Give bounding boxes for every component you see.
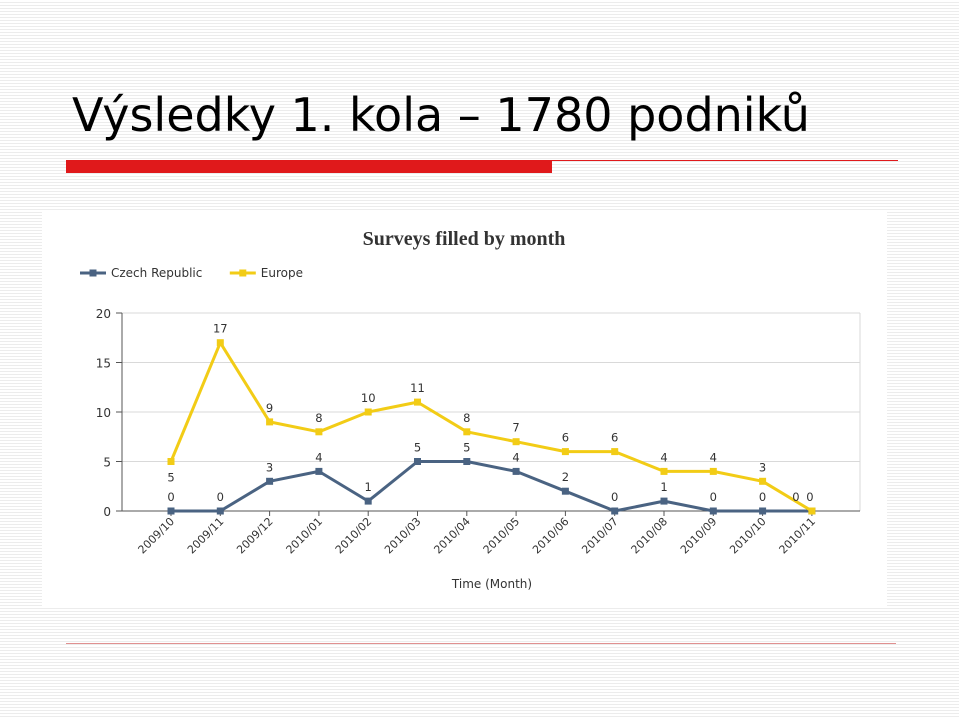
series-0 bbox=[167, 458, 816, 515]
data-point bbox=[266, 418, 274, 426]
data-point bbox=[364, 497, 372, 505]
data-point bbox=[611, 507, 619, 515]
legend-item-0: Czech Republic bbox=[80, 266, 202, 280]
x-tick-label: 2010/08 bbox=[629, 515, 671, 557]
data-point bbox=[364, 408, 372, 416]
data-point bbox=[660, 497, 668, 505]
line-chart: Surveys filled by month Czech Republic Eu… bbox=[80, 228, 861, 591]
data-point bbox=[167, 458, 175, 465]
data-label: 0 bbox=[806, 490, 813, 504]
chart-series bbox=[167, 339, 816, 515]
data-point bbox=[709, 507, 717, 515]
data-label: 1 bbox=[660, 480, 667, 494]
x-tick-label: 2010/11 bbox=[777, 515, 819, 557]
data-label: 8 bbox=[463, 411, 470, 425]
data-label: 0 bbox=[710, 490, 717, 504]
data-label: 0 bbox=[792, 490, 799, 504]
slide-title: Výsledky 1. kola – 1780 podniků bbox=[72, 88, 810, 142]
y-tick-label: 5 bbox=[103, 456, 111, 470]
x-tick-label: 2010/02 bbox=[333, 515, 375, 557]
title-underline-accent bbox=[66, 160, 552, 173]
x-tick-label: 2010/04 bbox=[431, 515, 473, 557]
data-label: 10 bbox=[361, 391, 376, 405]
series-1 bbox=[167, 339, 816, 515]
x-axis-label: Time (Month) bbox=[451, 577, 532, 591]
data-point bbox=[216, 507, 224, 515]
x-tick-label: 2010/03 bbox=[382, 515, 424, 557]
data-point bbox=[315, 467, 323, 475]
chart-legend: Czech Republic Europe bbox=[80, 266, 303, 280]
data-label: 8 bbox=[315, 411, 322, 425]
data-label: 0 bbox=[611, 490, 618, 504]
x-tick-label: 2010/01 bbox=[284, 515, 326, 557]
legend-swatch-marker bbox=[239, 269, 247, 277]
data-point bbox=[463, 428, 471, 436]
x-tick-label: 2009/12 bbox=[234, 515, 276, 557]
data-label: 9 bbox=[266, 401, 273, 415]
title-underline-line bbox=[552, 160, 898, 161]
y-tick-label: 0 bbox=[103, 505, 111, 519]
data-point bbox=[561, 448, 569, 456]
data-point bbox=[759, 477, 767, 485]
data-label: 0 bbox=[759, 490, 766, 504]
data-label: 17 bbox=[213, 322, 228, 336]
legend-item-1: Europe bbox=[229, 266, 303, 280]
x-tick-label: 2010/09 bbox=[678, 515, 720, 557]
data-point bbox=[414, 398, 421, 406]
data-label: 5 bbox=[463, 441, 470, 455]
data-label: 6 bbox=[562, 431, 569, 445]
data-point bbox=[315, 428, 323, 436]
x-tick-label: 2010/10 bbox=[727, 515, 769, 557]
x-axis: 2009/10 2009/11 2009/12 2010/01 2010/02 2010/… bbox=[122, 510, 860, 557]
legend-label: Europe bbox=[261, 266, 303, 280]
data-label: 4 bbox=[710, 450, 717, 464]
x-tick-label: 2009/11 bbox=[185, 515, 227, 557]
data-label: 7 bbox=[512, 421, 519, 435]
data-label: 3 bbox=[759, 460, 766, 474]
y-axis: 0 5 10 15 20 bbox=[96, 307, 123, 519]
data-label: 0 bbox=[217, 490, 224, 504]
chart-title: Surveys filled by month bbox=[363, 228, 566, 250]
data-point bbox=[512, 467, 520, 475]
x-tick-label: 2010/07 bbox=[579, 515, 621, 557]
x-tick-label: 2009/10 bbox=[136, 515, 178, 557]
legend-label: Czech Republic bbox=[111, 266, 202, 280]
y-tick-label: 15 bbox=[96, 357, 111, 371]
data-point bbox=[512, 438, 520, 446]
data-point bbox=[216, 339, 224, 347]
data-label: 0 bbox=[167, 490, 174, 504]
y-tick-label: 10 bbox=[96, 406, 111, 420]
data-point bbox=[709, 467, 717, 475]
data-point bbox=[660, 467, 668, 475]
data-label: 5 bbox=[414, 441, 421, 455]
series-line bbox=[169, 341, 813, 513]
y-tick-label: 20 bbox=[96, 307, 111, 321]
data-label: 5 bbox=[167, 471, 174, 485]
legend-swatch-marker bbox=[89, 269, 97, 277]
data-point bbox=[611, 448, 619, 456]
data-label: 3 bbox=[266, 460, 273, 474]
data-label: 11 bbox=[410, 381, 425, 395]
data-label: 1 bbox=[365, 480, 372, 494]
data-label: 2 bbox=[562, 470, 569, 484]
data-label: 4 bbox=[315, 450, 322, 464]
data-label: 6 bbox=[611, 431, 618, 445]
data-point bbox=[266, 477, 274, 485]
chart-panel: Surveys filled by month Czech Republic Eu… bbox=[42, 212, 887, 608]
x-tick-label: 2010/06 bbox=[530, 515, 572, 557]
data-point bbox=[167, 507, 175, 515]
data-point bbox=[808, 507, 816, 515]
data-point bbox=[414, 458, 421, 465]
chart-gridlines bbox=[122, 312, 861, 512]
data-point bbox=[463, 458, 471, 465]
x-tick-label: 2010/05 bbox=[481, 515, 523, 557]
data-label: 4 bbox=[660, 450, 667, 464]
data-label: 4 bbox=[512, 450, 519, 464]
series-line bbox=[171, 460, 812, 513]
data-point bbox=[561, 487, 569, 495]
data-point bbox=[759, 507, 767, 515]
footer-rule bbox=[66, 643, 896, 644]
